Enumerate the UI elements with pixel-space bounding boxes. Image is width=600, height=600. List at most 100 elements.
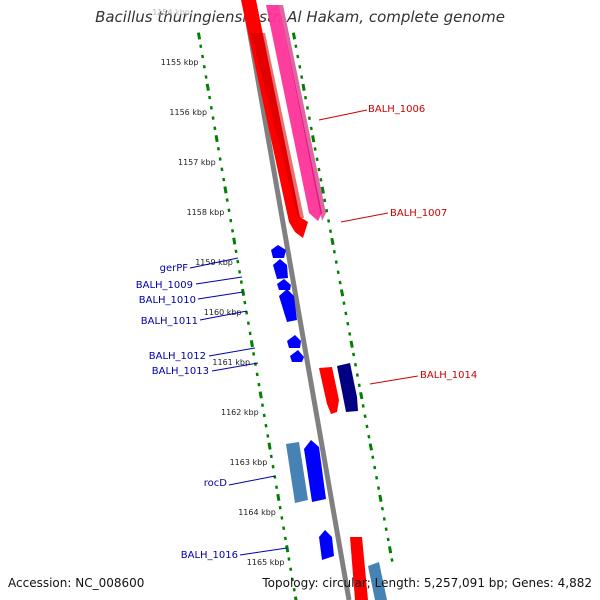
scale-dot-left bbox=[232, 237, 237, 245]
scale-dot-right bbox=[355, 373, 359, 377]
gene-1018-arrow[interactable] bbox=[350, 537, 368, 600]
scale-dot-right bbox=[361, 404, 365, 408]
forward-genes bbox=[241, 0, 368, 600]
scale-dot-left bbox=[208, 95, 212, 100]
scale-dot-left bbox=[280, 516, 284, 520]
scale-dot-left bbox=[209, 106, 213, 110]
scale-tick-label: 1158 kbp bbox=[187, 208, 225, 217]
scale-tick-label: 1157 kbp bbox=[178, 158, 216, 167]
scale-dot-right bbox=[309, 126, 313, 131]
scale-dot-left bbox=[234, 249, 238, 254]
scale-dot-left bbox=[229, 218, 233, 223]
scale-dot-right bbox=[352, 352, 356, 357]
scale-dot-left bbox=[222, 177, 226, 182]
scale-dot-right bbox=[301, 83, 306, 91]
gene-label-gerPF[interactable]: gerPF bbox=[160, 263, 189, 274]
gene-label-BALH_1014[interactable]: BALH_1014 bbox=[420, 370, 477, 381]
gene-label-BALH_1012[interactable]: BALH_1012 bbox=[149, 351, 206, 362]
scale-dot-left bbox=[249, 340, 254, 348]
gene-1017-arrow[interactable] bbox=[368, 562, 387, 600]
label-leader-lines bbox=[189, 109, 419, 556]
scale-ruler bbox=[196, 32, 394, 600]
scale-dot-right bbox=[363, 414, 367, 418]
scale-dot-right bbox=[317, 167, 321, 172]
scale-dot-left bbox=[236, 259, 240, 264]
scale-dot-right bbox=[375, 475, 379, 480]
gene-label-BALH_1016[interactable]: BALH_1016 bbox=[181, 550, 238, 561]
scale-dot-right bbox=[382, 517, 386, 521]
scale-dot-left bbox=[220, 167, 224, 172]
gene-BALH_1012-arrow[interactable] bbox=[287, 335, 301, 348]
scale-dot-left bbox=[243, 300, 247, 305]
scale-dot-left bbox=[271, 464, 275, 469]
scale-dot-right bbox=[330, 237, 335, 246]
scale-dot-left bbox=[227, 208, 231, 213]
gene-label-rocD[interactable]: rocD bbox=[204, 478, 228, 489]
scale-dot-right bbox=[313, 147, 317, 151]
scale-dot-left bbox=[214, 134, 219, 143]
scale-tick-label: 1163 kbp bbox=[230, 458, 268, 467]
scale-dot-left bbox=[201, 54, 205, 59]
scale-dot-left bbox=[258, 391, 263, 399]
scale-dot-right bbox=[338, 280, 342, 285]
scale-tick-label: 1155 kbp bbox=[161, 58, 199, 67]
scale-dot-left bbox=[241, 288, 246, 296]
scale-dot-left bbox=[267, 442, 272, 450]
scale-dot-right bbox=[300, 75, 304, 79]
scale-dot-left bbox=[216, 146, 220, 151]
gene-BALH_1014-arrow[interactable] bbox=[319, 367, 339, 414]
scale-dot-left bbox=[246, 321, 250, 325]
scale-dot-right bbox=[342, 301, 346, 305]
gene-label-BALH_1010[interactable]: BALH_1010 bbox=[139, 295, 196, 306]
scale-dot-left bbox=[289, 567, 293, 572]
scale-dot-right bbox=[357, 383, 361, 388]
scale-dot-left bbox=[264, 423, 268, 428]
scale-dot-right bbox=[344, 311, 348, 316]
scale-dot-right bbox=[296, 54, 300, 59]
scale-dot-left bbox=[239, 280, 243, 284]
scale-dot-right bbox=[336, 270, 340, 275]
gene-BALH_1009-arrow[interactable] bbox=[273, 259, 288, 279]
gene-label-BALH_1006[interactable]: BALH_1006 bbox=[368, 104, 425, 115]
scale-dot-right bbox=[349, 340, 354, 348]
scale-dot-right bbox=[291, 32, 297, 40]
gene-label-BALH_1007[interactable]: BALH_1007 bbox=[390, 208, 447, 219]
scale-dot-left bbox=[213, 126, 217, 131]
gene-BALH_1016-arrow[interactable] bbox=[319, 530, 334, 560]
scale-dot-left bbox=[283, 536, 287, 541]
scale-dot-right bbox=[365, 424, 369, 429]
reverse-genes bbox=[271, 245, 387, 600]
gene-BALH_1013-arrow[interactable] bbox=[290, 350, 304, 362]
scale-dot-left bbox=[255, 372, 259, 377]
scale-dot-right bbox=[327, 219, 331, 223]
scale-dot-right bbox=[346, 321, 350, 326]
gene-BALH_1006-arrow[interactable] bbox=[264, 5, 322, 221]
scale-dot-right bbox=[368, 443, 373, 451]
genome-backbone bbox=[241, 0, 352, 600]
scale-tick-label: 1162 kbp bbox=[221, 408, 259, 417]
gene-rocD-arrow[interactable] bbox=[286, 442, 308, 503]
gene-label-BALH_1013[interactable]: BALH_1013 bbox=[152, 366, 209, 377]
gene-BALH_1014b-arrow[interactable] bbox=[337, 363, 358, 412]
scale-dot-left bbox=[196, 32, 202, 40]
gene-gerPF-arrow[interactable] bbox=[271, 245, 286, 258]
gene-BALH_1015-arrow[interactable] bbox=[304, 440, 326, 502]
scale-dot-right bbox=[320, 186, 325, 194]
genome-summary-text: Topology: circular; Length: 5,257,091 bp… bbox=[262, 576, 592, 590]
scale-dot-right bbox=[348, 332, 352, 336]
scale-dot-left bbox=[262, 413, 266, 418]
scale-dot-left bbox=[292, 588, 296, 592]
scale-dot-right bbox=[367, 434, 371, 439]
scale-dot-right bbox=[371, 455, 375, 460]
gene-BALH_1011-arrow[interactable] bbox=[279, 289, 297, 322]
gene-labels: BALH_1006 BALH_1007 BALH_1014 gerPF BALH… bbox=[136, 104, 478, 561]
gene-BALH_1007-shading bbox=[251, 33, 304, 218]
scale-dot-left bbox=[285, 545, 290, 553]
gene-label-BALH_1011[interactable]: BALH_1011 bbox=[141, 316, 198, 327]
gene-BALH_1010-arrow[interactable] bbox=[277, 279, 291, 290]
gene-label-BALH_1009[interactable]: BALH_1009 bbox=[136, 280, 193, 291]
scale-dot-left bbox=[199, 44, 203, 48]
scale-dot-right bbox=[380, 506, 384, 511]
scale-tick-label: 1156 kbp bbox=[169, 108, 207, 117]
